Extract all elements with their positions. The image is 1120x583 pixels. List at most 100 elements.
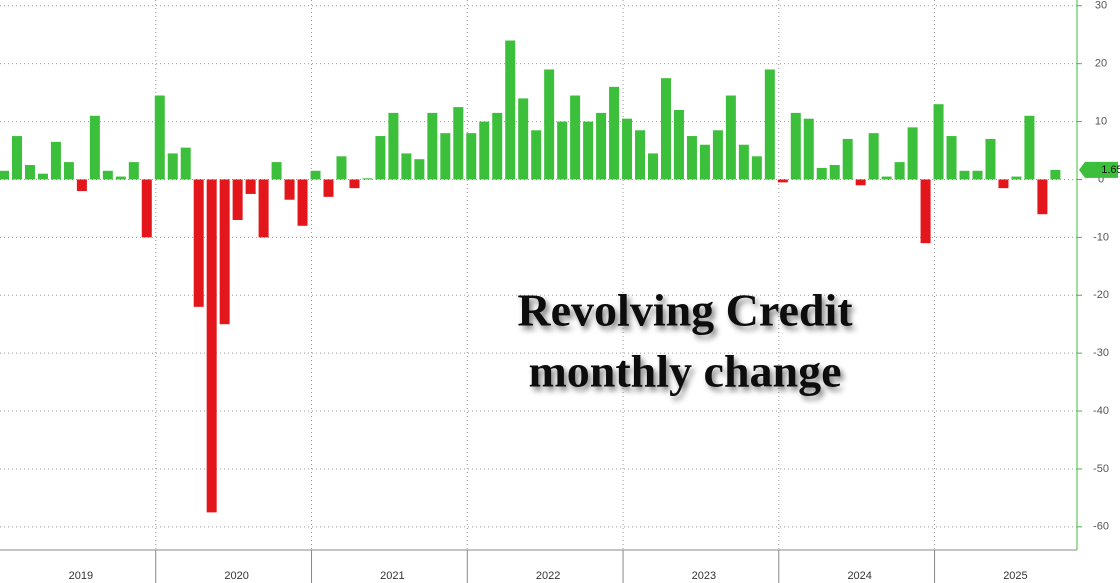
y-tick-label: -50 [1093,463,1109,475]
bar [401,153,412,180]
bar [284,179,295,200]
bar [479,121,490,180]
bar [660,78,671,180]
x-tick-label: 2024 [847,570,871,582]
bar [466,133,477,180]
bar [751,156,762,180]
bar [699,144,710,180]
x-tick-label: 2019 [69,570,93,582]
bar [738,144,749,180]
bar [167,153,178,180]
bar [868,133,879,180]
bar [63,162,74,180]
bar [206,179,217,513]
bar [609,86,620,180]
bar [686,136,697,180]
y-tick-label: 10 [1095,115,1107,127]
bar [803,118,814,180]
bar [829,165,840,180]
bar [842,138,853,180]
bar [959,170,970,180]
bar [24,165,35,180]
bar [115,176,126,180]
bar [1024,115,1035,180]
bar [89,115,100,180]
bar [323,179,334,197]
bar [557,121,568,180]
bar [881,176,892,180]
bar [790,112,801,180]
bar [193,179,204,307]
y-tick-label: 20 [1095,58,1107,70]
bar [648,153,658,180]
x-tick-label: 2021 [380,570,404,582]
bar [622,118,633,180]
bar [764,69,775,180]
bar [518,98,529,180]
bar [907,127,918,180]
bar [11,136,22,180]
x-tick-label: 2020 [224,570,248,582]
bar [492,112,503,180]
bar [245,179,256,194]
bar [596,112,607,180]
bar [933,104,944,180]
y-tick-label: -60 [1093,521,1109,533]
bar [505,40,516,180]
bar [894,162,905,180]
bar [154,95,165,180]
bar [998,179,1009,189]
bar [1011,176,1022,180]
y-tick-label: -10 [1093,231,1109,243]
chart-title: monthly change [528,346,841,397]
bar [180,147,191,180]
y-tick-label: -20 [1093,289,1109,301]
bar [570,95,581,180]
bar [920,179,931,244]
bar [985,138,996,180]
bar [102,170,113,180]
bar [310,170,321,180]
bar [725,95,736,180]
bar [297,179,308,226]
bar [37,173,48,180]
bar [1050,169,1061,180]
bar [258,179,269,238]
chart-title: Revolving Credit [517,285,853,336]
bar [440,133,451,180]
bar [349,179,360,189]
bar [712,130,723,180]
value-label: 1.650 [1101,164,1120,176]
bar [219,179,230,325]
bar [777,179,788,183]
bar [531,130,542,180]
bar [855,179,866,186]
bar [0,170,9,180]
bar [453,107,464,180]
bar [635,130,646,180]
bar [946,136,957,180]
bar [232,179,243,220]
bar [544,69,555,180]
y-tick-label: -30 [1093,347,1109,359]
bar [583,121,594,180]
bar [128,162,139,180]
x-tick-label: 2023 [692,570,716,582]
bar [972,170,983,180]
x-tick-label: 2025 [1003,570,1027,582]
bar [50,141,61,180]
value-label-box [1079,161,1118,178]
bar [271,162,282,180]
bar [414,159,425,180]
y-tick-label: -40 [1093,405,1109,417]
bar [362,178,373,180]
bar [141,179,152,238]
bar [1037,179,1048,215]
bar [816,167,827,180]
x-tick-label: 2022 [536,570,560,582]
bar [673,110,684,180]
y-tick-label: 0 [1098,173,1104,185]
y-tick-label: 30 [1095,0,1107,12]
